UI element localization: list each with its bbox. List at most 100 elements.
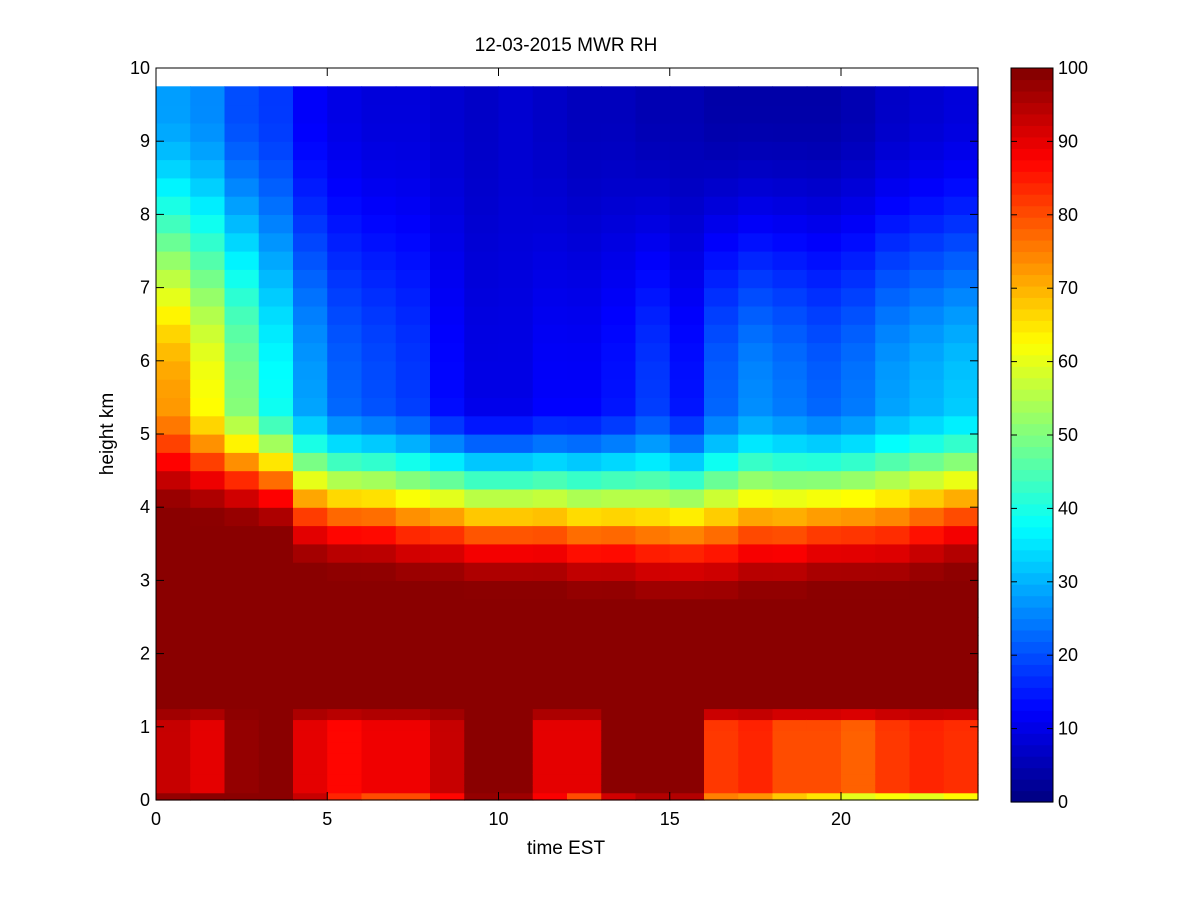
colorbar-segment <box>1011 389 1053 402</box>
heatmap-cell <box>738 708 774 721</box>
heatmap-cell <box>704 141 739 161</box>
heatmap-cell <box>532 690 568 710</box>
heatmap-cell <box>704 763 739 775</box>
heatmap-cell <box>567 525 602 545</box>
heatmap-cell <box>361 397 397 417</box>
heatmap-cell <box>464 708 500 721</box>
heatmap-cell <box>395 488 431 508</box>
heatmap-cell <box>224 415 260 435</box>
colorbar-segment <box>1011 159 1053 172</box>
heatmap-cell <box>909 452 945 472</box>
heatmap-cell <box>567 379 602 398</box>
heatmap-cell <box>464 86 500 106</box>
heatmap-cell <box>361 287 397 307</box>
heatmap-cell <box>327 690 363 710</box>
heatmap-cell <box>498 196 534 215</box>
colorbar-tick-label: 0 <box>1058 792 1068 812</box>
heatmap-cell <box>772 379 808 398</box>
heatmap-cell <box>841 785 876 794</box>
heatmap-cell <box>806 543 842 563</box>
heatmap-cell <box>498 617 534 636</box>
heatmap-cell <box>909 763 945 775</box>
heatmap-cell <box>635 214 671 234</box>
heatmap-cell <box>258 470 294 490</box>
heatmap-cell <box>943 708 979 721</box>
heatmap-cell <box>841 104 876 124</box>
heatmap-cell <box>464 287 500 307</box>
heatmap-cell <box>430 562 465 581</box>
heatmap-cell <box>669 562 705 581</box>
heatmap-cell <box>909 671 945 691</box>
heatmap-cell <box>943 214 979 234</box>
heatmap-cell <box>841 774 876 786</box>
heatmap-cell <box>293 342 328 362</box>
x-tick-label: 15 <box>660 809 680 829</box>
heatmap-cell <box>532 792 568 801</box>
heatmap-cell <box>430 324 465 344</box>
heatmap-cell <box>361 196 397 215</box>
heatmap-cell <box>875 251 911 270</box>
heatmap-cell <box>224 562 260 581</box>
heatmap-cell <box>875 470 911 490</box>
colorbar-segment <box>1011 572 1053 585</box>
heatmap-cell <box>806 232 842 252</box>
heatmap-cell <box>841 305 876 325</box>
heatmap-cell <box>258 251 294 270</box>
heatmap-cell <box>224 741 260 754</box>
heatmap-cell <box>772 251 808 270</box>
heatmap-cell <box>943 415 979 435</box>
heatmap-cell <box>156 671 191 691</box>
heatmap-cell <box>909 543 945 563</box>
heatmap-cell <box>532 214 568 234</box>
colorbar-segment <box>1011 480 1053 493</box>
heatmap-cell <box>943 379 979 398</box>
heatmap-cell <box>635 232 671 252</box>
heatmap-cell <box>532 730 568 743</box>
heatmap-cell <box>464 671 500 691</box>
heatmap-cell <box>601 752 637 764</box>
heatmap-cell <box>738 122 774 142</box>
heatmap-cell <box>841 324 876 344</box>
heatmap-cell <box>841 635 876 655</box>
heatmap-cell <box>293 562 328 581</box>
heatmap-cell <box>224 287 260 307</box>
heatmap-cell <box>875 214 911 234</box>
heatmap-cell <box>395 730 431 743</box>
heatmap-cell <box>806 122 842 142</box>
colorbar-segment <box>1011 526 1053 539</box>
heatmap-cell <box>293 763 328 775</box>
heatmap-cell <box>156 562 191 581</box>
heatmap-cell <box>943 360 979 380</box>
heatmap-cell <box>224 342 260 362</box>
colorbar-segment <box>1011 136 1053 149</box>
heatmap-cell <box>395 719 431 732</box>
heatmap-cell <box>532 452 568 472</box>
heatmap-cell <box>361 488 397 508</box>
heatmap-cell <box>532 774 568 786</box>
heatmap-cell <box>224 397 260 417</box>
heatmap-cell <box>601 635 637 655</box>
heatmap-cell <box>875 671 911 691</box>
heatmap-cell <box>635 525 671 545</box>
heatmap-cell <box>875 232 911 252</box>
colorbar-segment <box>1011 331 1053 344</box>
heatmap-cell <box>293 360 328 380</box>
heatmap-cell <box>293 452 328 472</box>
heatmap-cell <box>498 708 534 721</box>
heatmap-cell <box>327 452 363 472</box>
heatmap-cell <box>669 196 705 215</box>
heatmap-cell <box>464 196 500 215</box>
heatmap-cell <box>806 251 842 270</box>
y-tick-label: 0 <box>140 790 150 810</box>
heatmap-cell <box>909 214 945 234</box>
heatmap-cell <box>464 379 500 398</box>
heatmap-cell <box>943 470 979 490</box>
heatmap-cell <box>464 397 500 417</box>
heatmap-cell <box>943 671 979 691</box>
heatmap-cell <box>224 752 260 764</box>
heatmap-cell <box>875 741 911 754</box>
heatmap-cell <box>635 397 671 417</box>
heatmap-cell <box>806 507 842 527</box>
heatmap-cell <box>669 159 705 179</box>
heatmap-cell <box>293 752 328 764</box>
